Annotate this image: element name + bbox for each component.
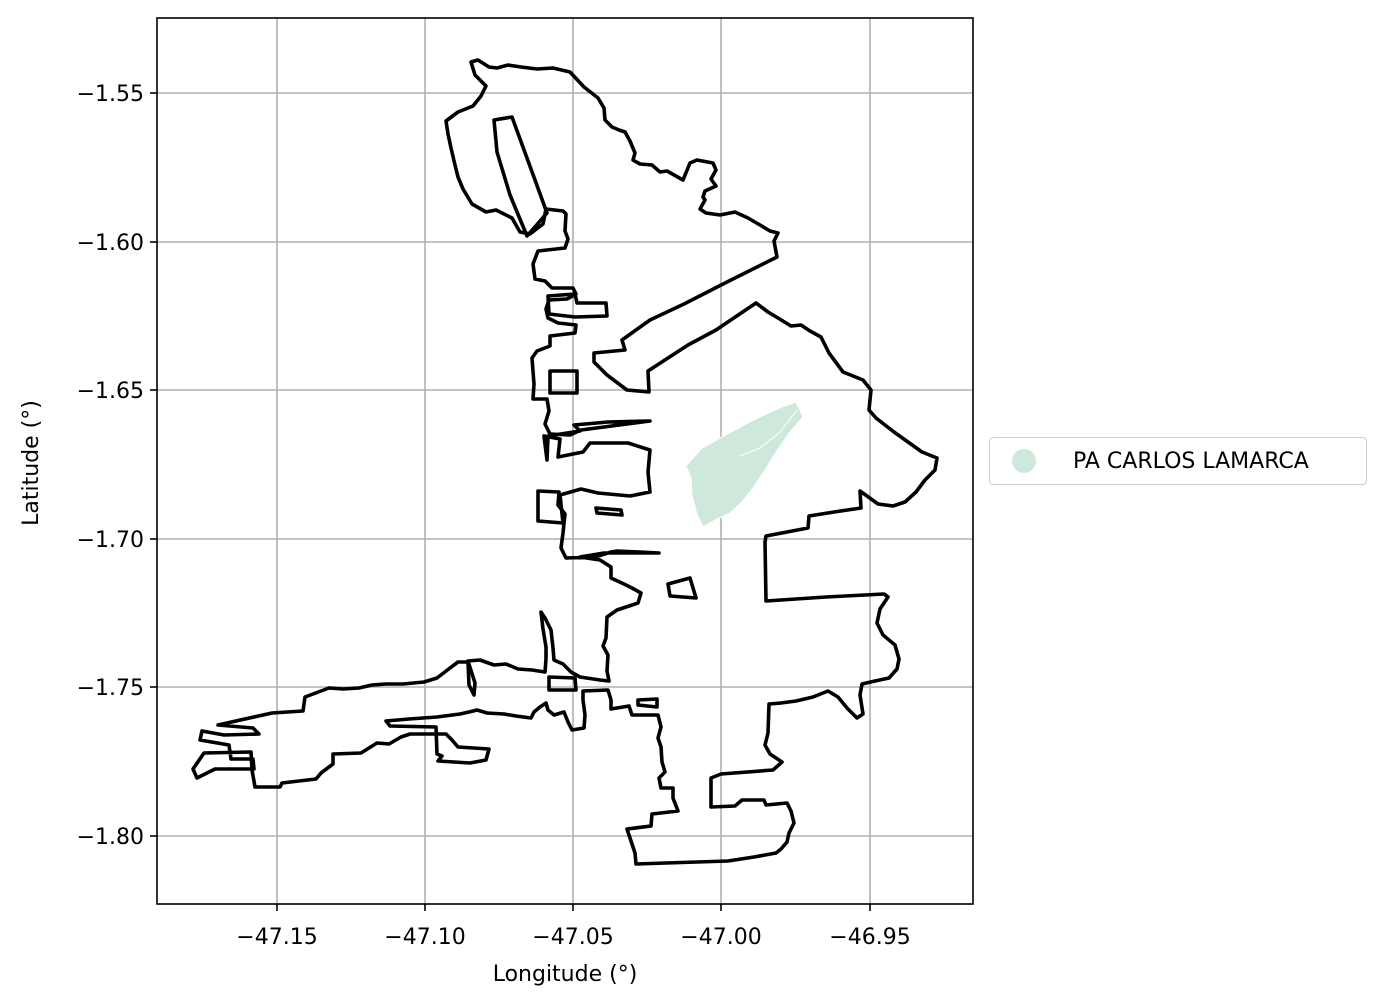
x-ticks (276, 904, 871, 911)
legend: PA CARLOS LAMARCA (989, 437, 1367, 485)
x-tick-label: −47.05 (532, 925, 613, 950)
y-tick-label: −1.55 (77, 82, 144, 107)
boundary-island-4 (666, 576, 698, 600)
y-axis-label: Latitude (°) (19, 400, 44, 526)
y-tick-label: −1.80 (77, 825, 144, 850)
y-tick-label: −1.65 (77, 379, 144, 404)
x-tick-label: −47.10 (384, 925, 465, 950)
boundary-island-3 (594, 506, 624, 517)
axes-frame (156, 17, 974, 905)
boundary-island-5 (636, 697, 659, 709)
x-axis-label: Longitude (°) (493, 962, 638, 987)
grid (157, 18, 973, 904)
municipal-boundary (191, 58, 939, 866)
legend-label: PA CARLOS LAMARCA (1073, 448, 1309, 474)
boundary-island-1 (546, 292, 609, 319)
x-tick-label: −46.95 (829, 925, 910, 950)
y-tick-label: −1.75 (77, 676, 144, 701)
settlement-polygon-pa-carlos-lamarca (685, 401, 804, 528)
settlement-inner-line (739, 409, 798, 457)
boundary-island-2 (548, 369, 579, 395)
y-tick-label: −1.70 (77, 528, 144, 553)
boundary-island-6 (547, 675, 578, 692)
boundary-inlet-north (492, 115, 549, 238)
x-tick-label: −47.00 (680, 925, 761, 950)
y-tick-label: −1.60 (77, 231, 144, 256)
y-ticks (150, 92, 157, 837)
x-tick-label: −47.15 (236, 925, 317, 950)
boundary-outer (191, 58, 939, 866)
legend-marker (1012, 449, 1036, 473)
